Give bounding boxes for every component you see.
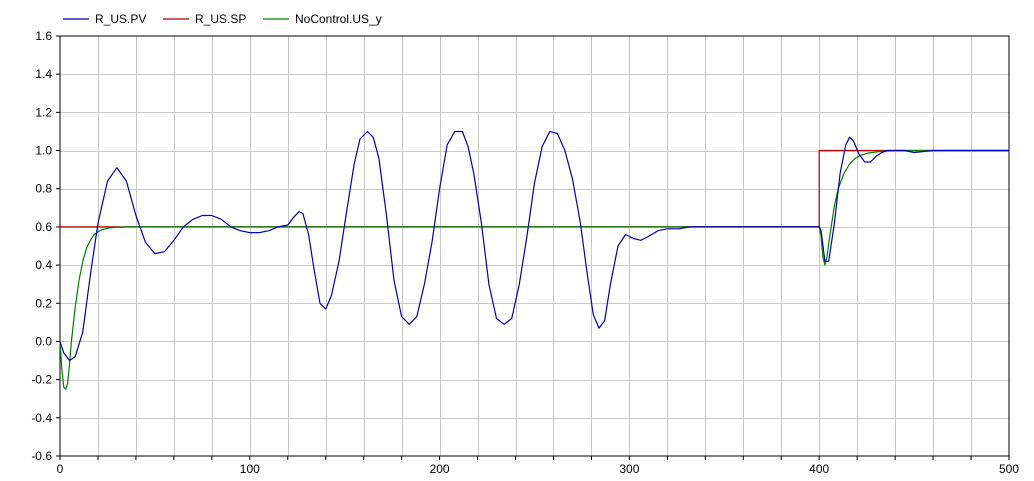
grid: [60, 36, 1009, 456]
series-line-nocontrol-us-y: [59, 149, 1009, 390]
y-tick-label: -0.6: [31, 449, 52, 463]
legend: R_US.PV R_US.SP NoControl.US_y: [63, 12, 382, 26]
plot-frame: [59, 35, 1010, 457]
x-tick-label: 100: [240, 462, 260, 476]
x-axis: 0 100 200 300 400 500: [57, 456, 1019, 476]
y-tick-label: -0.2: [31, 373, 52, 387]
x-tick-label: 0: [57, 462, 64, 476]
series-lines: [59, 130, 1009, 390]
legend-label: R_US.SP: [195, 12, 246, 26]
series-line-r-us-pv: [59, 130, 1009, 362]
y-tick-label: 1.4: [35, 67, 52, 81]
y-tick-label: 0.8: [35, 182, 52, 196]
y-tick-label: 0.6: [35, 220, 52, 234]
y-tick-label: -0.4: [31, 411, 52, 425]
y-tick-label: 1.2: [35, 105, 52, 119]
y-tick-label: 0.0: [35, 334, 52, 348]
legend-label: R_US.PV: [95, 12, 146, 26]
legend-label: NoControl.US_y: [295, 12, 382, 26]
x-tick-label: 200: [430, 462, 450, 476]
x-tick-label: 500: [999, 462, 1019, 476]
y-tick-label: 0.4: [35, 258, 52, 272]
y-tick-label: 0.2: [35, 296, 52, 310]
y-axis: -0.6 -0.4 -0.2 0.0 0.2 0.4 0.6 0.8 1.0 1.2 1.4 1.6: [31, 29, 60, 463]
x-tick-label: 300: [619, 462, 639, 476]
x-tick-label: 400: [809, 462, 829, 476]
y-tick-label: 1.6: [35, 29, 52, 43]
y-tick-label: 1.0: [35, 144, 52, 158]
